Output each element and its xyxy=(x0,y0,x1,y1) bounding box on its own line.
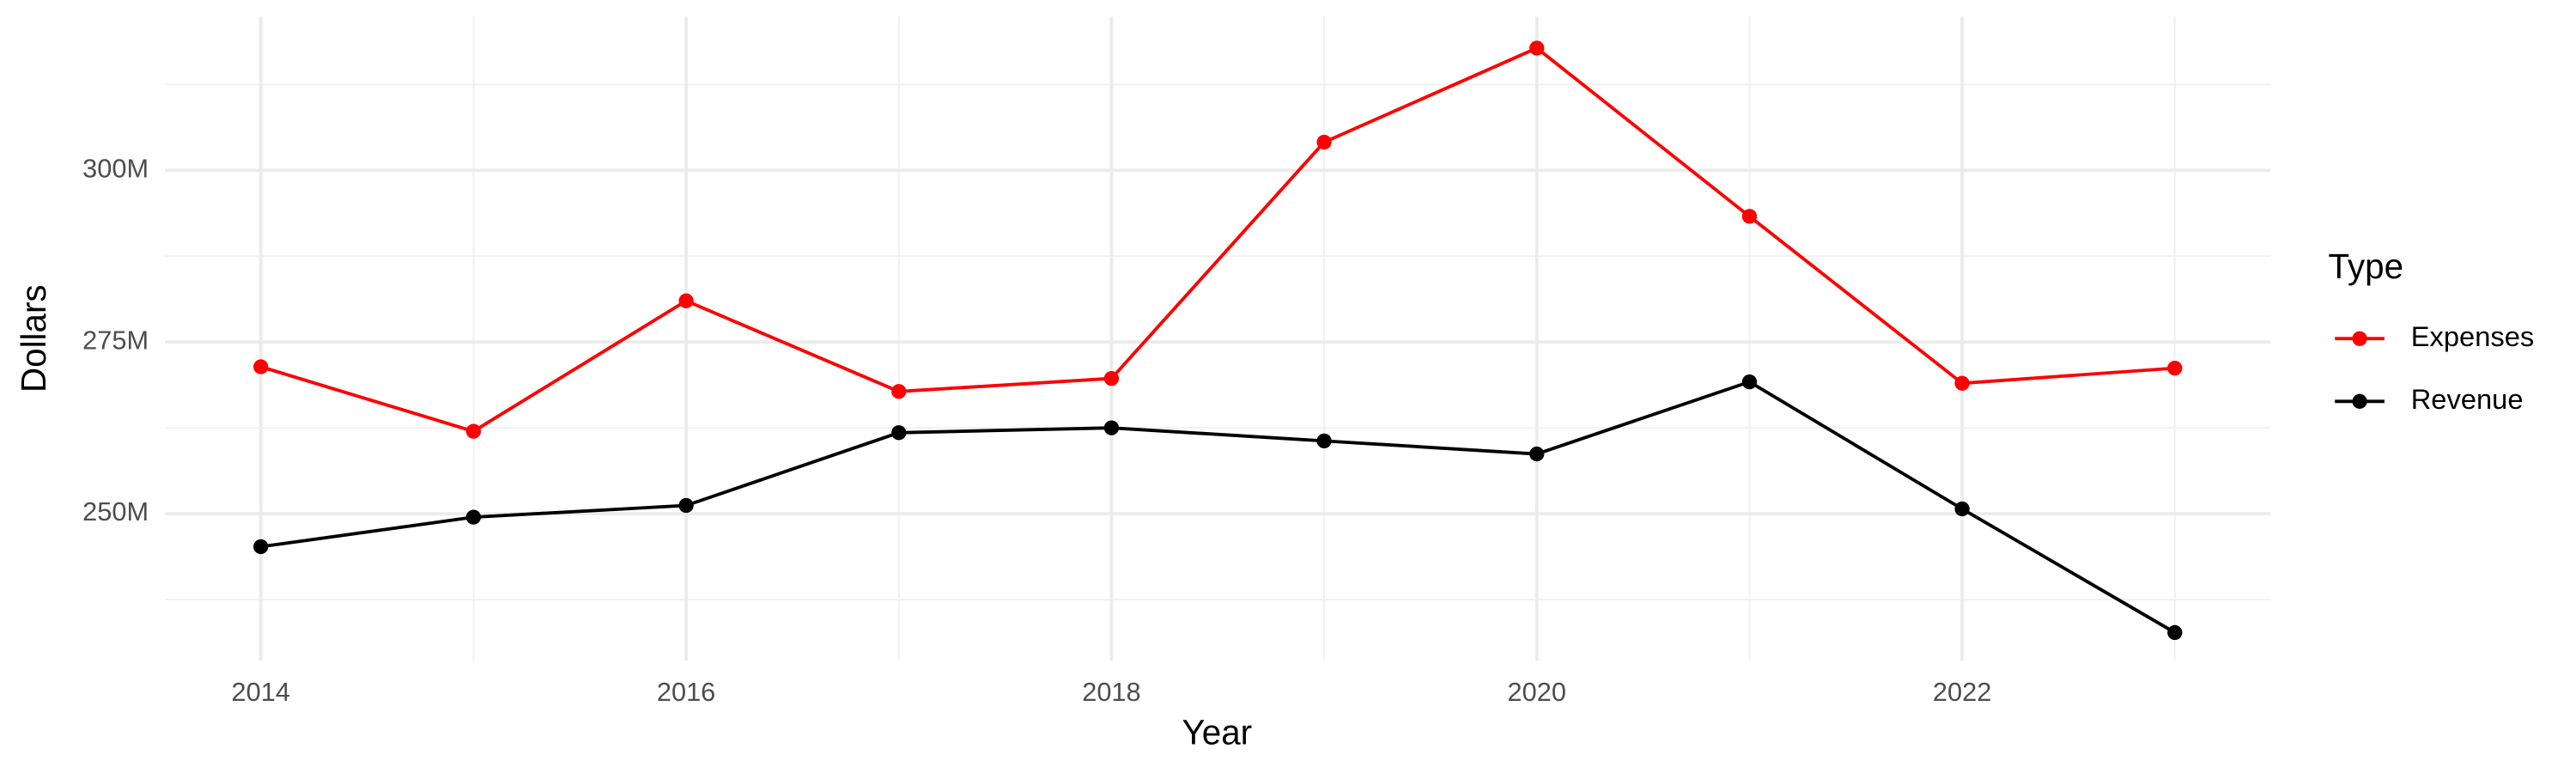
legend-title: Type xyxy=(2329,247,2404,286)
data-point xyxy=(1741,209,1758,224)
y-tick-label: 250M xyxy=(82,496,149,526)
x-tick-label: 2018 xyxy=(1082,677,1140,707)
data-point xyxy=(678,293,694,308)
legend-key-point xyxy=(2352,331,2367,346)
data-point xyxy=(253,539,269,555)
grid xyxy=(165,16,2271,661)
data-point xyxy=(1954,501,1970,517)
y-tick-label: 300M xyxy=(82,153,149,183)
legend-key-point xyxy=(2352,393,2367,409)
data-point xyxy=(1529,40,1545,56)
data-point xyxy=(465,509,482,525)
data-point xyxy=(1103,370,1120,386)
data-point xyxy=(253,359,269,374)
x-tick-label: 2020 xyxy=(1508,677,1566,707)
x-tick-label: 2014 xyxy=(232,677,290,707)
data-point xyxy=(891,384,907,399)
data-point xyxy=(2167,360,2183,376)
data-point xyxy=(1316,134,1332,150)
x-tick-label: 2022 xyxy=(1933,677,1991,707)
data-point xyxy=(1316,433,1332,449)
legend-label: Revenue xyxy=(2411,383,2524,415)
data-point xyxy=(1529,446,1545,462)
x-tick-label: 2016 xyxy=(657,677,715,707)
data-point xyxy=(465,423,482,439)
y-axis-title: Dollars xyxy=(14,284,53,393)
data-point xyxy=(1954,375,1970,391)
data-point xyxy=(2167,624,2183,641)
x-axis-title: Year xyxy=(1182,712,1253,752)
legend-label: Expenses xyxy=(2411,320,2535,352)
data-point xyxy=(891,425,907,441)
data-point xyxy=(678,497,694,514)
data-point xyxy=(1741,374,1758,390)
y-tick-label: 275M xyxy=(82,325,149,355)
series-line xyxy=(260,46,2175,434)
data-point xyxy=(1103,420,1120,435)
series-line xyxy=(260,380,2176,635)
